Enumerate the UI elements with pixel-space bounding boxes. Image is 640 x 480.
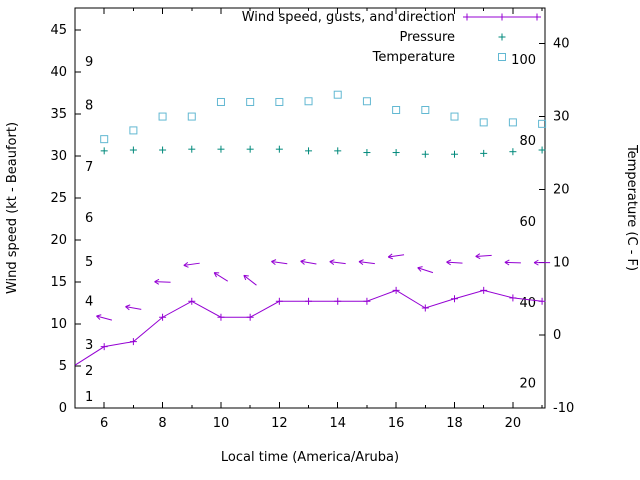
right-axis-tick-label: -10 [553,401,574,416]
right-axis-tick-label: 10 [553,255,570,270]
right-axis-tick-label: 20 [553,182,570,197]
left-axis-tick-label: 25 [50,191,67,206]
left-axis-tick-label: 15 [50,275,67,290]
axes: 6 8 10 12 14 16 18 20051015202530354045-1001020… [50,7,574,431]
right-axis-tick-label: 0 [553,328,561,343]
left-axis-tick-label: 30 [50,149,67,164]
left-axis-tick-label: 40 [50,65,67,80]
x-tick-label: 10 [213,416,230,431]
x-tick-label: 6 [100,416,108,431]
x-axis-title: Local time (America/Aruba) [221,450,399,465]
right-axis-tick-label: 30 [553,110,570,125]
x-tick-label: 8 [158,416,166,431]
left-axis-tick-label: 45 [50,23,67,38]
legend-label-wind: Wind speed, gusts, and direction [242,10,455,25]
x-tick-label: 12 [271,416,288,431]
legend-label-temperature: Temperature [372,50,455,65]
axis-titles: Local time (America/Aruba) Wind speed (kt… [5,122,639,465]
beaufort-label: 6 [85,211,93,226]
left-axis-tick-label: 35 [50,107,67,122]
right-axis-tick-label: 40 [553,37,570,52]
legend-label-pressure: Pressure [399,30,455,45]
left-axis-tick-label: 5 [59,359,67,374]
wind-gust-arrows [96,253,551,321]
fahrenheit-label: 100 [511,53,536,68]
legend: Wind speed, gusts, and direction Pressure… [242,10,541,65]
beaufort-label: 3 [85,338,93,353]
x-tick-label: 20 [505,416,522,431]
beaufort-label: 5 [85,255,93,270]
beaufort-label: 7 [85,160,93,175]
temperature-series [100,90,547,144]
x-tick-label: 18 [446,416,463,431]
beaufort-scale-labels: 1 2 3 4 5 6 7 8 9 [85,55,93,405]
wind-speed-series [74,286,546,366]
left-axis-title: Wind speed (kt - Beaufort) [5,122,20,294]
left-axis-tick-label: 20 [50,233,67,248]
left-axis-tick-label: 10 [50,317,67,332]
pressure-series [100,145,546,158]
beaufort-label: 8 [85,98,93,113]
beaufort-label: 2 [85,364,93,379]
beaufort-label: 1 [85,390,93,405]
x-tick-label: 14 [329,416,346,431]
fahrenheit-label: 60 [519,215,536,230]
x-tick-label: 16 [388,416,405,431]
fahrenheit-label: 40 [519,296,536,311]
left-axis-tick-label: 0 [59,401,67,416]
beaufort-label: 4 [85,294,93,309]
beaufort-label: 9 [85,55,93,70]
plot-border [74,7,546,409]
fahrenheit-label: 80 [519,134,536,149]
fahrenheit-scale-labels: 20 40 60 80 100 [511,53,536,392]
right-axis-title: Temperature (C - F) [624,144,639,271]
fahrenheit-label: 20 [519,377,536,392]
